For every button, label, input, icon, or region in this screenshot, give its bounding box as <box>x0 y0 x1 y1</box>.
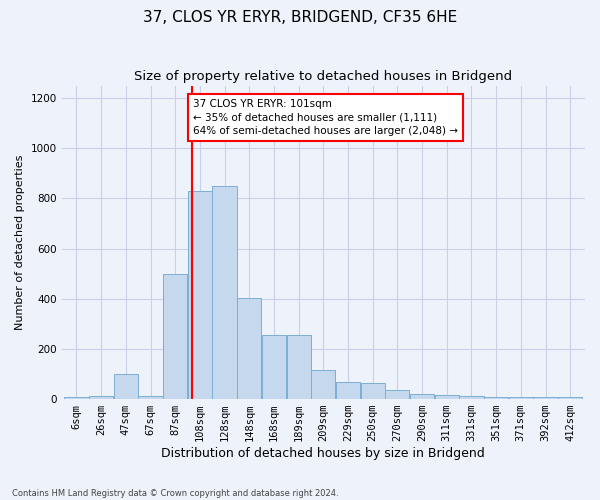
Bar <box>533 397 557 399</box>
Bar <box>89 396 113 399</box>
Bar <box>188 191 212 399</box>
X-axis label: Distribution of detached houses by size in Bridgend: Distribution of detached houses by size … <box>161 447 485 460</box>
Text: 37 CLOS YR ERYR: 101sqm
← 35% of detached houses are smaller (1,111)
64% of semi: 37 CLOS YR ERYR: 101sqm ← 35% of detache… <box>193 100 458 136</box>
Bar <box>64 397 89 399</box>
Bar <box>484 396 508 399</box>
Bar <box>262 335 286 399</box>
Text: Contains HM Land Registry data © Crown copyright and database right 2024.: Contains HM Land Registry data © Crown c… <box>12 488 338 498</box>
Title: Size of property relative to detached houses in Bridgend: Size of property relative to detached ho… <box>134 70 512 83</box>
Bar <box>410 394 434 399</box>
Bar <box>114 374 138 399</box>
Bar <box>163 274 187 399</box>
Bar <box>311 370 335 399</box>
Bar <box>385 390 409 399</box>
Bar <box>139 396 163 399</box>
Bar <box>434 396 459 399</box>
Bar <box>509 397 533 399</box>
Bar <box>336 382 360 399</box>
Text: 37, CLOS YR ERYR, BRIDGEND, CF35 6HE: 37, CLOS YR ERYR, BRIDGEND, CF35 6HE <box>143 10 457 25</box>
Bar <box>361 383 385 399</box>
Bar <box>558 397 582 399</box>
Bar <box>287 335 311 399</box>
Bar <box>212 186 236 399</box>
Y-axis label: Number of detached properties: Number of detached properties <box>15 154 25 330</box>
Bar <box>460 396 484 399</box>
Bar <box>237 298 262 399</box>
